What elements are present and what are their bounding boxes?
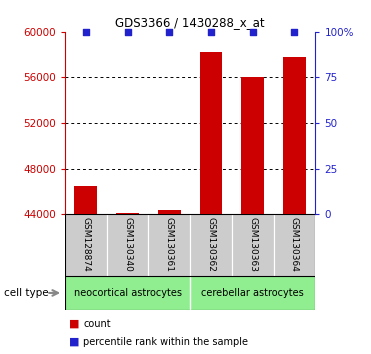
Text: GSM130363: GSM130363 xyxy=(248,217,257,272)
Bar xyxy=(65,214,107,276)
Text: GSM130362: GSM130362 xyxy=(207,217,216,272)
Point xyxy=(125,29,131,35)
Bar xyxy=(107,214,148,276)
Bar xyxy=(74,186,97,214)
Text: ■: ■ xyxy=(69,337,79,347)
Bar xyxy=(273,214,315,276)
Bar xyxy=(116,213,139,214)
Point xyxy=(292,29,298,35)
Text: count: count xyxy=(83,319,111,329)
Title: GDS3366 / 1430288_x_at: GDS3366 / 1430288_x_at xyxy=(115,16,265,29)
Text: cell type: cell type xyxy=(4,288,48,298)
Text: GSM128874: GSM128874 xyxy=(81,217,90,272)
Bar xyxy=(283,57,306,214)
Bar xyxy=(232,214,273,276)
Bar xyxy=(241,78,264,214)
Text: GSM130340: GSM130340 xyxy=(123,217,132,272)
Point xyxy=(83,29,89,35)
Text: cerebellar astrocytes: cerebellar astrocytes xyxy=(201,288,304,298)
Bar xyxy=(190,214,232,276)
FancyBboxPatch shape xyxy=(65,214,315,276)
Text: ■: ■ xyxy=(69,319,79,329)
Text: GSM130364: GSM130364 xyxy=(290,217,299,272)
Text: percentile rank within the sample: percentile rank within the sample xyxy=(83,337,249,347)
Point xyxy=(208,29,214,35)
Text: GSM130361: GSM130361 xyxy=(165,217,174,272)
Bar xyxy=(158,210,181,214)
Bar xyxy=(148,214,190,276)
Point xyxy=(250,29,256,35)
Bar xyxy=(200,52,223,214)
Text: neocortical astrocytes: neocortical astrocytes xyxy=(73,288,181,298)
Point xyxy=(166,29,172,35)
